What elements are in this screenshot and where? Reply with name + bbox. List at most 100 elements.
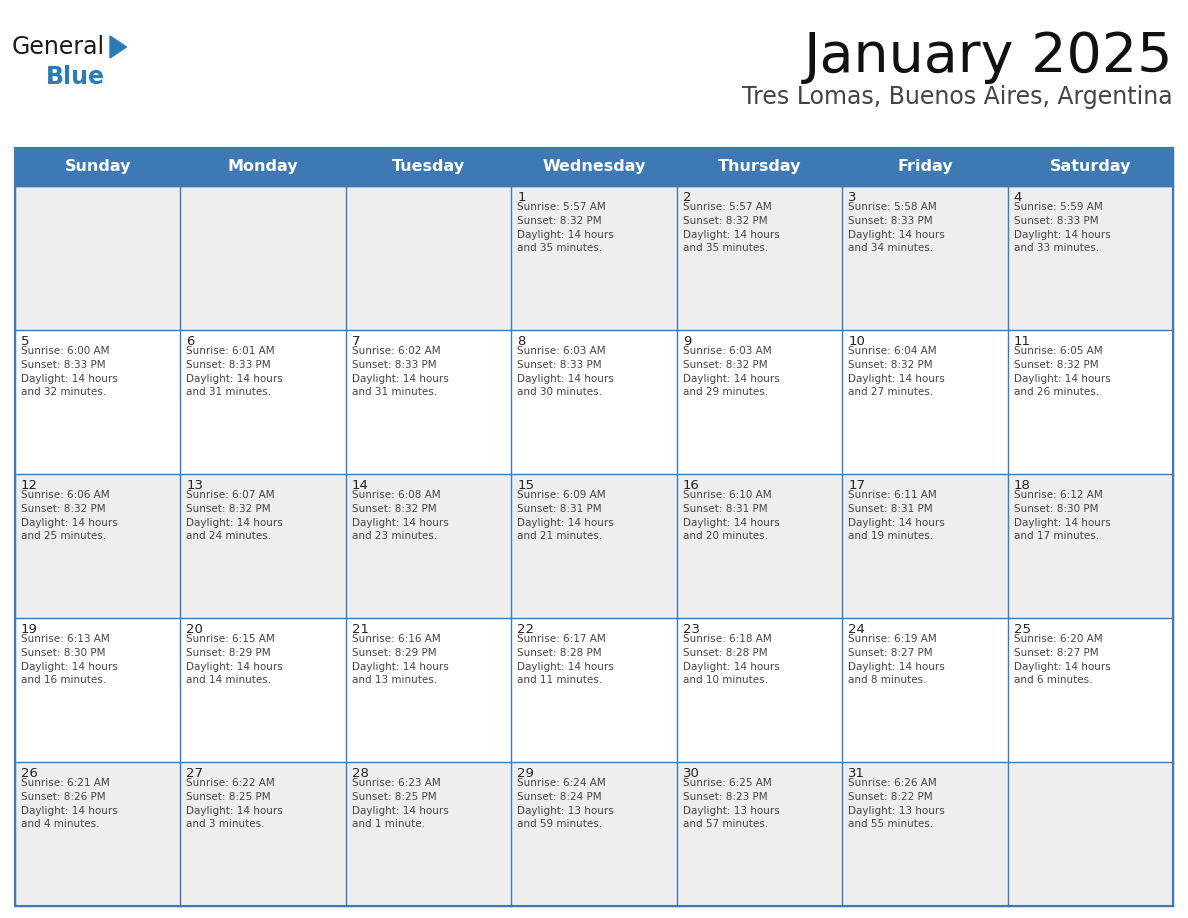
Text: Sunrise: 6:18 AM: Sunrise: 6:18 AM [683, 634, 771, 644]
Text: and 6 minutes.: and 6 minutes. [1013, 675, 1092, 685]
Text: 30: 30 [683, 767, 700, 780]
Text: Sunset: 8:32 PM: Sunset: 8:32 PM [683, 360, 767, 370]
Text: Monday: Monday [228, 160, 298, 174]
Bar [15, 474, 1173, 618]
Text: Daylight: 14 hours: Daylight: 14 hours [683, 374, 779, 384]
Text: and 24 minutes.: and 24 minutes. [187, 531, 272, 541]
Text: Sunset: 8:30 PM: Sunset: 8:30 PM [1013, 504, 1098, 514]
Text: Sunrise: 6:08 AM: Sunrise: 6:08 AM [352, 490, 441, 500]
Text: and 17 minutes.: and 17 minutes. [1013, 531, 1099, 541]
Text: Sunset: 8:25 PM: Sunset: 8:25 PM [187, 792, 271, 802]
Text: Sunrise: 6:09 AM: Sunrise: 6:09 AM [517, 490, 606, 500]
Text: Sunrise: 6:13 AM: Sunrise: 6:13 AM [21, 634, 109, 644]
Text: and 34 minutes.: and 34 minutes. [848, 243, 934, 253]
Text: Sunset: 8:30 PM: Sunset: 8:30 PM [21, 648, 106, 658]
Text: and 31 minutes.: and 31 minutes. [187, 387, 272, 397]
Text: Sunrise: 5:58 AM: Sunrise: 5:58 AM [848, 203, 937, 212]
Text: 24: 24 [848, 623, 865, 636]
Polygon shape [110, 36, 126, 58]
Text: Sunset: 8:32 PM: Sunset: 8:32 PM [352, 504, 436, 514]
Text: 23: 23 [683, 623, 700, 636]
Text: Sunday: Sunday [64, 160, 131, 174]
Text: Sunrise: 6:21 AM: Sunrise: 6:21 AM [21, 778, 109, 789]
Text: Wednesday: Wednesday [542, 160, 646, 174]
Text: 2: 2 [683, 191, 691, 204]
Text: Sunset: 8:25 PM: Sunset: 8:25 PM [352, 792, 436, 802]
Text: Daylight: 14 hours: Daylight: 14 hours [352, 662, 449, 671]
Text: Sunrise: 6:05 AM: Sunrise: 6:05 AM [1013, 346, 1102, 356]
Text: Sunrise: 6:24 AM: Sunrise: 6:24 AM [517, 778, 606, 789]
Text: Daylight: 14 hours: Daylight: 14 hours [517, 374, 614, 384]
Text: Daylight: 14 hours: Daylight: 14 hours [517, 230, 614, 240]
Text: Sunrise: 6:03 AM: Sunrise: 6:03 AM [683, 346, 771, 356]
Text: Sunrise: 6:03 AM: Sunrise: 6:03 AM [517, 346, 606, 356]
Text: Sunset: 8:31 PM: Sunset: 8:31 PM [683, 504, 767, 514]
Bar [15, 762, 1173, 906]
Text: and 8 minutes.: and 8 minutes. [848, 675, 927, 685]
Text: Sunrise: 6:12 AM: Sunrise: 6:12 AM [1013, 490, 1102, 500]
Text: Daylight: 14 hours: Daylight: 14 hours [352, 805, 449, 815]
Text: and 21 minutes.: and 21 minutes. [517, 531, 602, 541]
Text: 5: 5 [21, 335, 30, 348]
Text: and 4 minutes.: and 4 minutes. [21, 819, 100, 829]
Text: 20: 20 [187, 623, 203, 636]
Text: 6: 6 [187, 335, 195, 348]
Text: Daylight: 13 hours: Daylight: 13 hours [683, 805, 779, 815]
Text: and 57 minutes.: and 57 minutes. [683, 819, 767, 829]
Text: 31: 31 [848, 767, 865, 780]
Text: Sunrise: 5:57 AM: Sunrise: 5:57 AM [683, 203, 771, 212]
Text: and 14 minutes.: and 14 minutes. [187, 675, 272, 685]
Text: Sunrise: 5:57 AM: Sunrise: 5:57 AM [517, 203, 606, 212]
Text: Daylight: 14 hours: Daylight: 14 hours [352, 374, 449, 384]
Text: January 2025: January 2025 [803, 30, 1173, 84]
Text: Daylight: 14 hours: Daylight: 14 hours [517, 518, 614, 528]
Text: and 55 minutes.: and 55 minutes. [848, 819, 934, 829]
Text: and 35 minutes.: and 35 minutes. [517, 243, 602, 253]
Text: Sunset: 8:33 PM: Sunset: 8:33 PM [352, 360, 436, 370]
Text: 4: 4 [1013, 191, 1022, 204]
Text: Tuesday: Tuesday [392, 160, 466, 174]
Text: 1: 1 [517, 191, 526, 204]
Text: Sunrise: 5:59 AM: Sunrise: 5:59 AM [1013, 203, 1102, 212]
Text: Sunset: 8:27 PM: Sunset: 8:27 PM [1013, 648, 1098, 658]
Text: Daylight: 14 hours: Daylight: 14 hours [848, 662, 944, 671]
Text: and 35 minutes.: and 35 minutes. [683, 243, 767, 253]
Text: Sunset: 8:33 PM: Sunset: 8:33 PM [1013, 216, 1098, 226]
Text: Sunset: 8:26 PM: Sunset: 8:26 PM [21, 792, 106, 802]
Text: Daylight: 14 hours: Daylight: 14 hours [1013, 662, 1111, 671]
Text: and 25 minutes.: and 25 minutes. [21, 531, 106, 541]
Text: Sunset: 8:29 PM: Sunset: 8:29 PM [352, 648, 436, 658]
Text: and 26 minutes.: and 26 minutes. [1013, 387, 1099, 397]
Text: 14: 14 [352, 479, 368, 492]
Text: and 32 minutes.: and 32 minutes. [21, 387, 106, 397]
Text: Sunrise: 6:07 AM: Sunrise: 6:07 AM [187, 490, 276, 500]
Text: Sunrise: 6:25 AM: Sunrise: 6:25 AM [683, 778, 771, 789]
Text: Sunset: 8:27 PM: Sunset: 8:27 PM [848, 648, 933, 658]
Text: Daylight: 14 hours: Daylight: 14 hours [352, 518, 449, 528]
Text: Sunset: 8:33 PM: Sunset: 8:33 PM [187, 360, 271, 370]
Text: Sunrise: 6:04 AM: Sunrise: 6:04 AM [848, 346, 937, 356]
Text: 7: 7 [352, 335, 360, 348]
Text: and 10 minutes.: and 10 minutes. [683, 675, 767, 685]
Text: 29: 29 [517, 767, 535, 780]
Text: Daylight: 14 hours: Daylight: 14 hours [1013, 374, 1111, 384]
Text: Sunset: 8:28 PM: Sunset: 8:28 PM [517, 648, 602, 658]
Text: Daylight: 14 hours: Daylight: 14 hours [848, 518, 944, 528]
Text: Daylight: 14 hours: Daylight: 14 hours [187, 662, 283, 671]
Text: and 11 minutes.: and 11 minutes. [517, 675, 602, 685]
Text: 8: 8 [517, 335, 525, 348]
Bar [15, 330, 1173, 474]
Text: 28: 28 [352, 767, 368, 780]
Text: and 16 minutes.: and 16 minutes. [21, 675, 106, 685]
Text: and 19 minutes.: and 19 minutes. [848, 531, 934, 541]
Text: Daylight: 14 hours: Daylight: 14 hours [848, 374, 944, 384]
Text: and 33 minutes.: and 33 minutes. [1013, 243, 1099, 253]
Text: and 20 minutes.: and 20 minutes. [683, 531, 767, 541]
Text: Sunrise: 6:19 AM: Sunrise: 6:19 AM [848, 634, 937, 644]
Text: 19: 19 [21, 623, 38, 636]
Text: and 3 minutes.: and 3 minutes. [187, 819, 265, 829]
Text: Daylight: 13 hours: Daylight: 13 hours [517, 805, 614, 815]
Text: Sunset: 8:32 PM: Sunset: 8:32 PM [187, 504, 271, 514]
Text: Daylight: 14 hours: Daylight: 14 hours [187, 518, 283, 528]
Text: Tres Lomas, Buenos Aires, Argentina: Tres Lomas, Buenos Aires, Argentina [742, 85, 1173, 109]
